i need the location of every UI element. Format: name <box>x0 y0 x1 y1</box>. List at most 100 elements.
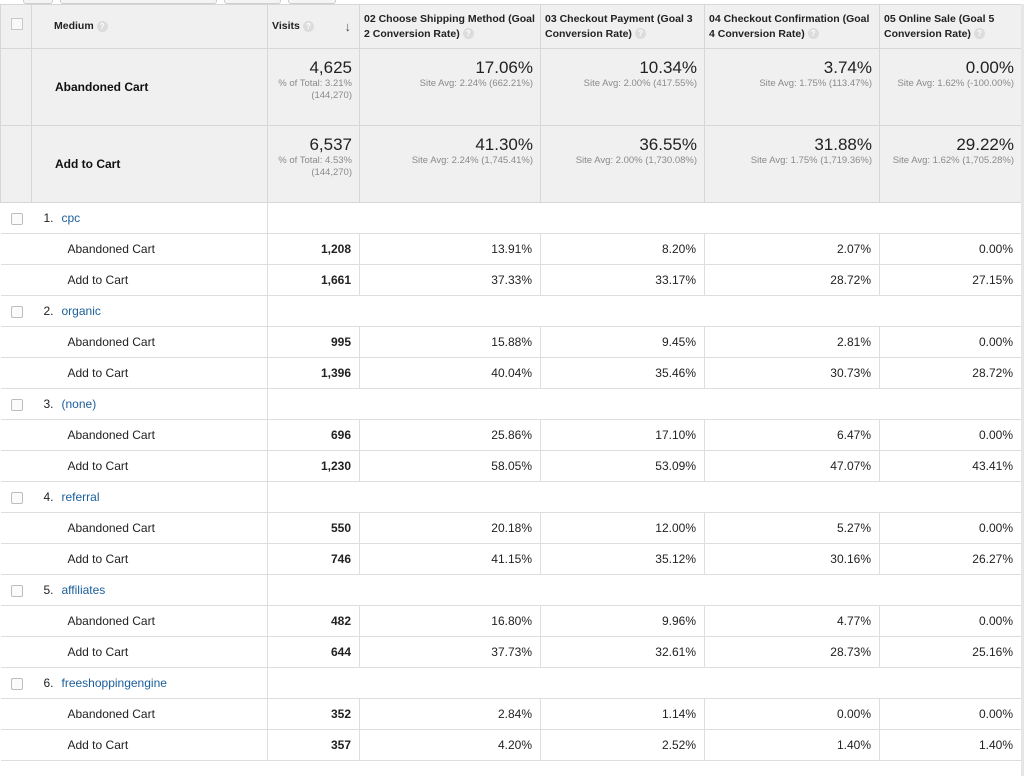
visits-value: 644 <box>267 636 360 668</box>
visits-value: 1,661 <box>267 264 360 296</box>
medium-link[interactable]: (none) <box>61 397 97 411</box>
segment-label: Abandoned Cart <box>31 512 268 544</box>
goal2-rate: 2.84% <box>359 698 541 730</box>
row-checkbox[interactable] <box>10 212 23 225</box>
medium-link[interactable]: referral <box>61 490 100 504</box>
medium-column-header[interactable]: Medium? <box>31 4 268 49</box>
row-checkbox-cell <box>0 667 32 699</box>
visits-value: 352 <box>267 698 360 730</box>
goal2-header-label[interactable]: 02 Choose Shipping Method (Goal 2 Conver… <box>364 12 535 40</box>
segment-label: Add to Cart <box>31 729 268 761</box>
goal3-rate: 33.17% <box>540 264 705 296</box>
summary-spacer <box>0 125 32 203</box>
goal2-rate: 41.15% <box>359 543 541 575</box>
goal3-rate: 35.46% <box>540 357 705 389</box>
goal2-rate: 40.04% <box>359 357 541 389</box>
group-empty-cells <box>267 295 1022 327</box>
summary-goal-cell: 3.74% Site Avg: 1.75% (113.47%) <box>704 48 880 126</box>
table-body: Abandoned Cart 4,625 % of Total: 3.21% (… <box>0 48 1022 761</box>
tab-stub[interactable] <box>23 0 53 4</box>
goal2-rate: 37.73% <box>359 636 541 668</box>
segment-label: Abandoned Cart <box>31 605 268 637</box>
row-checkbox[interactable] <box>10 677 23 690</box>
goal3-rate: 9.96% <box>540 605 705 637</box>
goal2-rate: 20.18% <box>359 512 541 544</box>
select-all-checkbox[interactable] <box>11 18 23 30</box>
goal5-header-label[interactable]: 05 Online Sale (Goal 5 Conversion Rate) <box>884 12 995 40</box>
medium-group-row: 2. organic <box>0 295 1022 327</box>
row-spacer <box>0 543 32 575</box>
help-icon[interactable]: ? <box>462 28 474 40</box>
medium-link[interactable]: organic <box>61 304 101 318</box>
medium-group-row: 6. freeshoppingengine <box>0 667 1022 699</box>
goal3-rate: 2.52% <box>540 729 705 761</box>
row-checkbox[interactable] <box>10 398 23 411</box>
goal5-rate: 43.41% <box>879 450 1022 482</box>
visits-header-label[interactable]: Visits <box>272 20 300 32</box>
summary-row: Abandoned Cart 4,625 % of Total: 3.21% (… <box>0 48 1022 126</box>
visits-value: 357 <box>267 729 360 761</box>
summary-goal-site-avg: Site Avg: 1.75% (1,719.36%) <box>750 155 872 166</box>
table-row: Abandoned Cart 1,208 13.91% 8.20% 2.07% 0.00% <box>0 233 1022 265</box>
tab-stub[interactable] <box>224 0 281 4</box>
goal3-rate: 32.61% <box>540 636 705 668</box>
goal5-column-header[interactable]: 05 Online Sale (Goal 5 Conversion Rate)? <box>879 4 1022 49</box>
goal4-rate: 2.07% <box>704 233 880 265</box>
vertical-scrollbar[interactable] <box>1021 4 1024 776</box>
top-strip <box>0 0 1024 4</box>
summary-goal-cell: 0.00% Site Avg: 1.62% (-100.00%) <box>879 48 1022 126</box>
sort-descending-arrow-icon[interactable]: ↓ <box>344 19 352 34</box>
summary-goal-value: 0.00% <box>965 58 1014 77</box>
medium-link[interactable]: freeshoppingengine <box>61 676 167 690</box>
medium-link[interactable]: affiliates <box>61 583 106 597</box>
summary-goal-value: 10.34% <box>639 58 697 77</box>
medium-name-cell: 3. (none) <box>31 388 268 420</box>
tab-stub[interactable] <box>60 0 217 4</box>
segment-label: Add to Cart <box>31 264 268 296</box>
summary-visits-cell: 4,625 % of Total: 3.21% (144,270) <box>267 48 360 126</box>
goal2-column-header[interactable]: 02 Choose Shipping Method (Goal 2 Conver… <box>359 4 541 49</box>
goal4-rate: 6.47% <box>704 419 880 451</box>
goal3-column-header[interactable]: 03 Checkout Payment (Goal 3 Conversion R… <box>540 4 705 49</box>
report-table: Medium? Visits? ↓ 02 Choose Shipping Met… <box>0 4 1022 761</box>
summary-label: Add to Cart <box>31 125 268 203</box>
row-spacer <box>0 636 32 668</box>
table-row: Add to Cart 1,396 40.04% 35.46% 30.73% 28.72% <box>0 357 1022 389</box>
help-icon[interactable]: ? <box>634 28 646 40</box>
visits-column-header[interactable]: Visits? ↓ <box>267 4 360 49</box>
help-icon[interactable]: ? <box>96 20 108 32</box>
goal4-rate: 1.40% <box>704 729 880 761</box>
table-row: Abandoned Cart 482 16.80% 9.96% 4.77% 0.00% <box>0 605 1022 637</box>
row-checkbox[interactable] <box>10 305 23 318</box>
row-spacer <box>0 419 32 451</box>
row-spacer <box>0 450 32 482</box>
table-row: Add to Cart 1,230 58.05% 53.09% 47.07% 43.41% <box>0 450 1022 482</box>
row-checkbox-cell <box>0 202 32 234</box>
row-index: 1. <box>43 211 54 225</box>
medium-name-cell: 4. referral <box>31 481 268 513</box>
goal3-rate: 1.14% <box>540 698 705 730</box>
summary-goal-value: 29.22% <box>956 135 1014 154</box>
goal4-column-header[interactable]: 04 Checkout Confirmation (Goal 4 Convers… <box>704 4 880 49</box>
summary-goal-value: 36.55% <box>639 135 697 154</box>
goal3-header-label[interactable]: 03 Checkout Payment (Goal 3 Conversion R… <box>545 12 693 40</box>
help-icon[interactable]: ? <box>807 28 819 40</box>
row-index: 3. <box>43 397 54 411</box>
help-icon[interactable]: ? <box>302 20 314 32</box>
row-index: 6. <box>43 676 54 690</box>
goal3-rate: 17.10% <box>540 419 705 451</box>
medium-header-label[interactable]: Medium <box>54 20 94 32</box>
goal4-header-label[interactable]: 04 Checkout Confirmation (Goal 4 Convers… <box>709 12 870 40</box>
medium-link[interactable]: cpc <box>61 211 81 225</box>
tab-stub[interactable] <box>288 0 336 4</box>
help-icon[interactable]: ? <box>973 28 985 40</box>
goal5-rate: 0.00% <box>879 698 1022 730</box>
medium-group-row: 5. affiliates <box>0 574 1022 606</box>
row-checkbox[interactable] <box>10 584 23 597</box>
segment-label: Abandoned Cart <box>31 233 268 265</box>
group-empty-cells <box>267 574 1022 606</box>
goal5-rate: 27.15% <box>879 264 1022 296</box>
row-checkbox[interactable] <box>10 491 23 504</box>
goal5-rate: 0.00% <box>879 326 1022 358</box>
visits-value: 1,230 <box>267 450 360 482</box>
